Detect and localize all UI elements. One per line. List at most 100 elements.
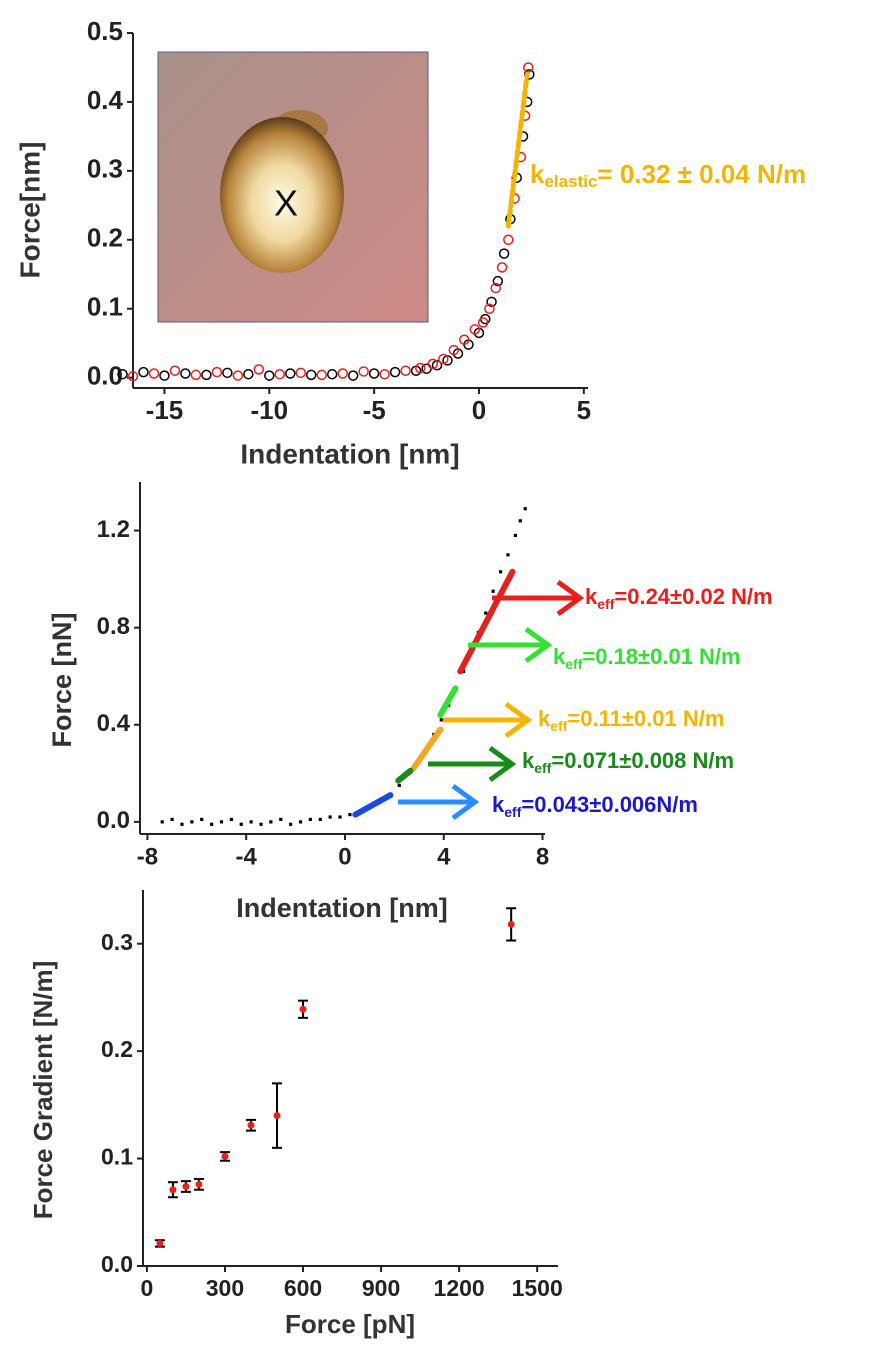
annotation-subscript: elastic: [544, 172, 597, 191]
annotation-text: =0.043±0.006N/m: [521, 792, 698, 817]
data-point: [191, 370, 200, 379]
data-point: [492, 590, 495, 593]
data-point: [223, 368, 232, 377]
afm-inset: X: [158, 52, 428, 322]
y-axis-title: Force Gradient [N/m]: [28, 961, 58, 1220]
data-point: [317, 370, 326, 379]
data-point: [329, 815, 332, 818]
data-point: [299, 820, 302, 823]
data-point: [156, 1240, 163, 1247]
x-tick-label: -8: [137, 843, 158, 870]
data-point: [440, 718, 443, 721]
data-point: [169, 1186, 176, 1193]
data-point: [391, 368, 400, 377]
annotation-subscript: eff: [504, 804, 521, 820]
annotation-text: =0.071±0.008 N/m: [551, 748, 734, 773]
x-tick-label: 0: [141, 1275, 154, 1301]
y-axis-title: Force [nN]: [47, 613, 77, 748]
data-point: [200, 818, 203, 821]
data-point: [273, 1112, 280, 1119]
data-point: [161, 820, 164, 823]
data-point: [265, 371, 274, 380]
annotation-symbol: k: [553, 644, 566, 669]
data-point: [212, 368, 221, 377]
data-point: [514, 534, 517, 537]
y-tick-label: 0.4: [87, 85, 124, 115]
annotation-subscript: eff: [550, 718, 567, 734]
annotation: kelastic= 0.32 ± 0.04 N/m: [530, 159, 806, 192]
annotation-symbol: k: [492, 792, 505, 817]
annotation-subscript: eff: [565, 656, 582, 672]
annotation-text: = 0.32 ± 0.04 N/m: [597, 159, 806, 189]
x-tick-label: 8: [536, 843, 549, 870]
data-point: [498, 263, 507, 272]
annotation-symbol: k: [538, 706, 551, 731]
y-tick-label: 0.5: [87, 16, 123, 46]
data-point: [279, 818, 282, 821]
data-point: [181, 369, 190, 378]
data-point: [230, 818, 233, 821]
data-point: [220, 820, 223, 823]
data-point: [508, 921, 515, 928]
data-point: [250, 820, 253, 823]
data-point: [499, 570, 502, 573]
fit-line: [460, 572, 512, 672]
y-tick-label: 0.1: [87, 292, 123, 322]
data-point: [275, 370, 284, 379]
data-point: [398, 784, 401, 787]
annotation-text: =0.11±0.01 N/m: [567, 706, 724, 731]
fit-line: [508, 74, 527, 226]
data-point: [247, 1122, 254, 1129]
data-point: [244, 370, 253, 379]
data-point: [190, 820, 193, 823]
data-point: [380, 370, 389, 379]
x-tick-label: 0: [472, 395, 486, 425]
x-tick-label: 4: [437, 843, 451, 870]
x-tick-label: -5: [363, 395, 386, 425]
data-point: [309, 818, 312, 821]
y-tick-label: 0.8: [97, 613, 130, 640]
fit-line: [398, 771, 410, 781]
x-axis-title: Force [pN]: [285, 1309, 415, 1339]
y-tick-label: 0.0: [97, 807, 130, 834]
x-tick-label: -4: [236, 843, 258, 870]
x-tick-label: 1200: [434, 1275, 485, 1301]
annotation-symbol: k: [585, 584, 598, 609]
data-point: [139, 368, 148, 377]
data-point: [254, 365, 263, 374]
fit-line: [440, 688, 455, 715]
annotation-subscript: eff: [597, 596, 614, 612]
x-tick-label: 0: [338, 843, 351, 870]
data-point: [289, 823, 292, 826]
data-point: [149, 369, 158, 378]
data-point: [500, 249, 509, 258]
data-point: [349, 371, 358, 380]
y-tick-label: 1.2: [97, 516, 130, 543]
data-point: [195, 1181, 202, 1188]
x-tick-label: 1500: [512, 1275, 563, 1301]
y-axis-title: Force[nm]: [14, 142, 45, 279]
data-point: [259, 823, 262, 826]
data-point: [307, 370, 316, 379]
annotation-subscript: eff: [534, 760, 551, 776]
annotation: keff=0.11±0.01 N/m: [538, 706, 724, 734]
data-point: [182, 1183, 189, 1190]
data-point: [286, 369, 295, 378]
data-point: [269, 820, 272, 823]
data-point: [338, 815, 341, 818]
data-point: [359, 367, 368, 376]
x-axis-title: Indentation [nm]: [236, 893, 447, 923]
data-point: [202, 370, 211, 379]
data-point: [519, 519, 522, 522]
data-point: [524, 507, 527, 510]
x-tick-label: 900: [362, 1275, 400, 1301]
inset-label: X: [274, 183, 298, 224]
data-point: [328, 370, 337, 379]
data-point: [170, 366, 179, 375]
data-point: [171, 818, 174, 821]
x-tick-label: 5: [577, 395, 591, 425]
data-point: [348, 813, 351, 816]
data-point: [210, 823, 213, 826]
x-tick-label: 300: [206, 1275, 244, 1301]
y-tick-label: 0.1: [101, 1144, 133, 1170]
